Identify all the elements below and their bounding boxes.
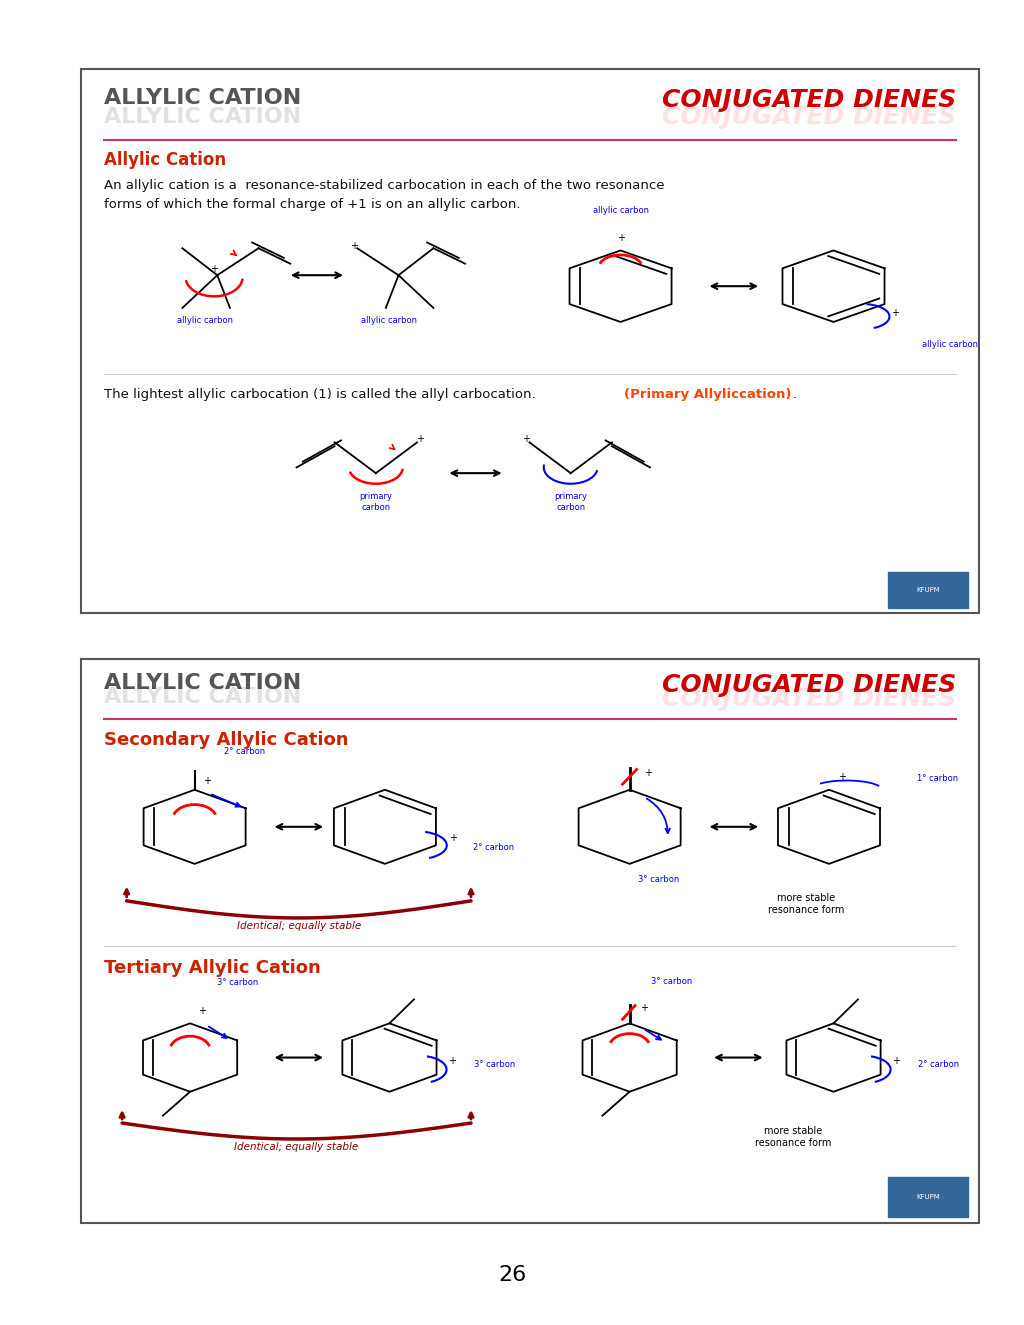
- Text: KFUPM: KFUPM: [915, 587, 940, 592]
- Text: primary
carbon: primary carbon: [554, 493, 587, 511]
- Text: +: +: [447, 1056, 456, 1067]
- Text: +: +: [449, 833, 457, 843]
- Text: ALLYLIC CATION: ALLYLIC CATION: [104, 107, 301, 127]
- Text: 3° carbon: 3° carbon: [638, 874, 680, 884]
- Text: more stable
resonance form: more stable resonance form: [768, 893, 845, 916]
- Text: 2° carbon: 2° carbon: [224, 747, 265, 757]
- Text: allylic carbon: allylic carbon: [922, 339, 978, 348]
- Text: +: +: [199, 1007, 206, 1016]
- Text: CONJUGATED DIENES: CONJUGATED DIENES: [662, 688, 955, 712]
- Text: +: +: [891, 307, 899, 318]
- FancyBboxPatch shape: [888, 1177, 968, 1218]
- Text: CONJUGATED DIENES: CONJUGATED DIENES: [662, 105, 955, 129]
- Text: 3° carbon: 3° carbon: [651, 977, 692, 986]
- Text: .: .: [793, 388, 797, 401]
- Text: Allylic Cation: Allylic Cation: [104, 151, 226, 170]
- Text: allylic carbon: allylic carbon: [361, 315, 417, 325]
- Text: The lightest allylic carbocation (1) is called the allyl carbocation.: The lightest allylic carbocation (1) is …: [104, 388, 544, 401]
- Text: +: +: [204, 775, 211, 786]
- Text: Identical; equally stable: Identical; equally stable: [234, 1142, 358, 1151]
- FancyBboxPatch shape: [81, 69, 979, 613]
- Text: Identical; equally stable: Identical; equally stable: [237, 921, 360, 930]
- Text: ALLYLIC CATION: ALLYLIC CATION: [104, 89, 301, 109]
- Text: 3° carbon: 3° carbon: [474, 1060, 515, 1069]
- Text: Secondary Allylic Cation: Secondary Allylic Cation: [104, 731, 348, 749]
- Text: +: +: [350, 241, 358, 252]
- Text: (Primary Allyliccation): (Primary Allyliccation): [625, 388, 792, 401]
- Text: 2° carbon: 2° carbon: [473, 843, 514, 852]
- Text: +: +: [210, 265, 218, 274]
- Text: +: +: [640, 1003, 648, 1014]
- Text: +: +: [644, 768, 652, 778]
- Text: primary
carbon: primary carbon: [359, 493, 392, 511]
- Text: ALLYLIC CATION: ALLYLIC CATION: [104, 673, 301, 693]
- Text: +: +: [616, 233, 625, 242]
- FancyBboxPatch shape: [81, 659, 979, 1223]
- Text: Tertiary Allylic Cation: Tertiary Allylic Cation: [104, 959, 321, 977]
- Text: 1° carbon: 1° carbon: [918, 774, 958, 783]
- Text: 2° carbon: 2° carbon: [918, 1060, 958, 1069]
- Text: An allylic cation is a  resonance-stabilized carbocation in each of the two reso: An allylic cation is a resonance-stabili…: [104, 179, 665, 211]
- Text: ALLYLIC CATION: ALLYLIC CATION: [104, 688, 301, 708]
- Text: CONJUGATED DIENES: CONJUGATED DIENES: [662, 89, 955, 113]
- Text: allylic carbon: allylic carbon: [176, 315, 232, 325]
- Text: 26: 26: [498, 1264, 526, 1285]
- Text: +: +: [417, 433, 424, 444]
- Text: +: +: [892, 1056, 900, 1067]
- Text: +: +: [522, 433, 530, 444]
- Text: more stable
resonance form: more stable resonance form: [755, 1126, 830, 1147]
- FancyBboxPatch shape: [888, 572, 968, 608]
- Text: +: +: [838, 771, 846, 782]
- Text: CONJUGATED DIENES: CONJUGATED DIENES: [662, 673, 955, 697]
- Text: KFUPM: KFUPM: [915, 1194, 940, 1200]
- Text: 3° carbon: 3° carbon: [217, 978, 258, 987]
- Text: allylic carbon: allylic carbon: [593, 205, 648, 215]
